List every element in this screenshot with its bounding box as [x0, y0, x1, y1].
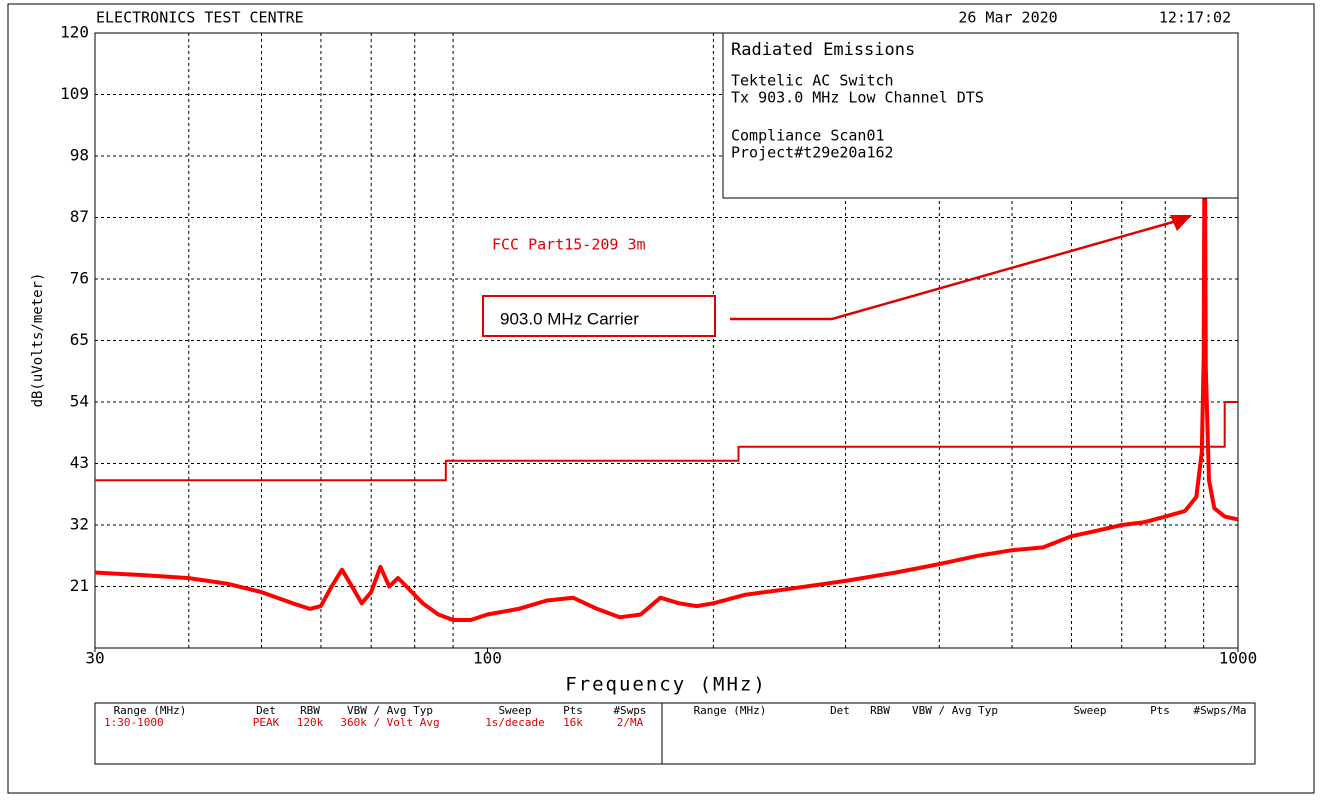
table-header: Det — [830, 704, 850, 717]
table-header: VBW / Avg Typ — [912, 704, 998, 717]
y-tick-label: 109 — [60, 84, 89, 103]
time: 12:17:02 — [1159, 9, 1231, 27]
date: 26 Mar 2020 — [958, 9, 1057, 27]
info-line: Project#t29e20a162 — [731, 144, 894, 162]
info-line: Tx 903.0 MHz Low Channel DTS — [731, 89, 984, 107]
x-tick-label: 30 — [85, 649, 104, 668]
trace — [94, 70, 1239, 622]
callout-box — [482, 295, 716, 337]
y-tick-label: 120 — [60, 23, 89, 42]
limit-label: FCC Part15-209 3m — [492, 236, 646, 254]
table-cell: 360k / Volt Avg — [340, 716, 439, 729]
table-cells: Range (MHz) Det RBW VBW / Avg Typ Sweep Pts #S… — [104, 704, 1246, 729]
table-cell: 1:30-1000 — [104, 716, 164, 729]
table-header: Range (MHz) — [114, 704, 187, 717]
table-header: Pts — [563, 704, 583, 717]
y-tick-label: 87 — [70, 207, 89, 226]
table-cell: PEAK — [253, 716, 280, 729]
table-header: Sweep — [1073, 704, 1106, 717]
x-tick-label: 1000 — [1219, 649, 1258, 668]
x-tick-label: 100 — [473, 649, 502, 668]
info-line: Tektelic AC Switch — [731, 72, 894, 90]
org: ELECTRONICS TEST CENTRE — [96, 9, 304, 27]
y-tick-label: 21 — [70, 576, 89, 595]
info-line: Compliance Scan01 — [731, 127, 885, 145]
y-axis-label: dB(uVolts/meter) — [30, 273, 46, 408]
info-title: Radiated Emissions — [731, 40, 915, 60]
callout-text: 903.0 MHz Carrier — [500, 309, 639, 328]
info-box — [722, 32, 1239, 199]
limit-line — [95, 401, 1238, 482]
frame — [7, 3, 1315, 794]
table-header: Det — [256, 704, 276, 717]
plot: 21 32 43 54 65 76 87 98 109 120 30 100 1000 — [60, 23, 1257, 668]
settings-table — [94, 702, 1256, 765]
table-header: VBW / Avg Typ — [347, 704, 433, 717]
table-cell: 2/MA — [617, 716, 644, 729]
y-tick-label: 32 — [70, 515, 89, 534]
arrow-head — [1170, 215, 1192, 231]
table-header: #Swps — [613, 704, 646, 717]
y-tick-label: 98 — [70, 146, 89, 165]
table-header: Range (MHz) — [694, 704, 767, 717]
callout-arrow — [730, 218, 1181, 321]
table-header: Pts — [1150, 704, 1170, 717]
table-header: Sweep — [498, 704, 531, 717]
table-cell: 16k — [563, 716, 583, 729]
y-tick-label: 76 — [70, 269, 89, 288]
table-cell: 120k — [297, 716, 324, 729]
y-tick-label: 54 — [70, 392, 89, 411]
table-header: RBW — [870, 704, 890, 717]
table-cell: 1s/decade — [485, 716, 545, 729]
y-tick-label: 43 — [70, 453, 89, 472]
table-header: #Swps/Ma — [1194, 704, 1247, 717]
y-tick-label: 65 — [70, 330, 89, 349]
plot-border — [94, 32, 1239, 649]
table-header: RBW — [300, 704, 320, 717]
x-axis-label: Frequency (MHz) — [565, 674, 767, 696]
